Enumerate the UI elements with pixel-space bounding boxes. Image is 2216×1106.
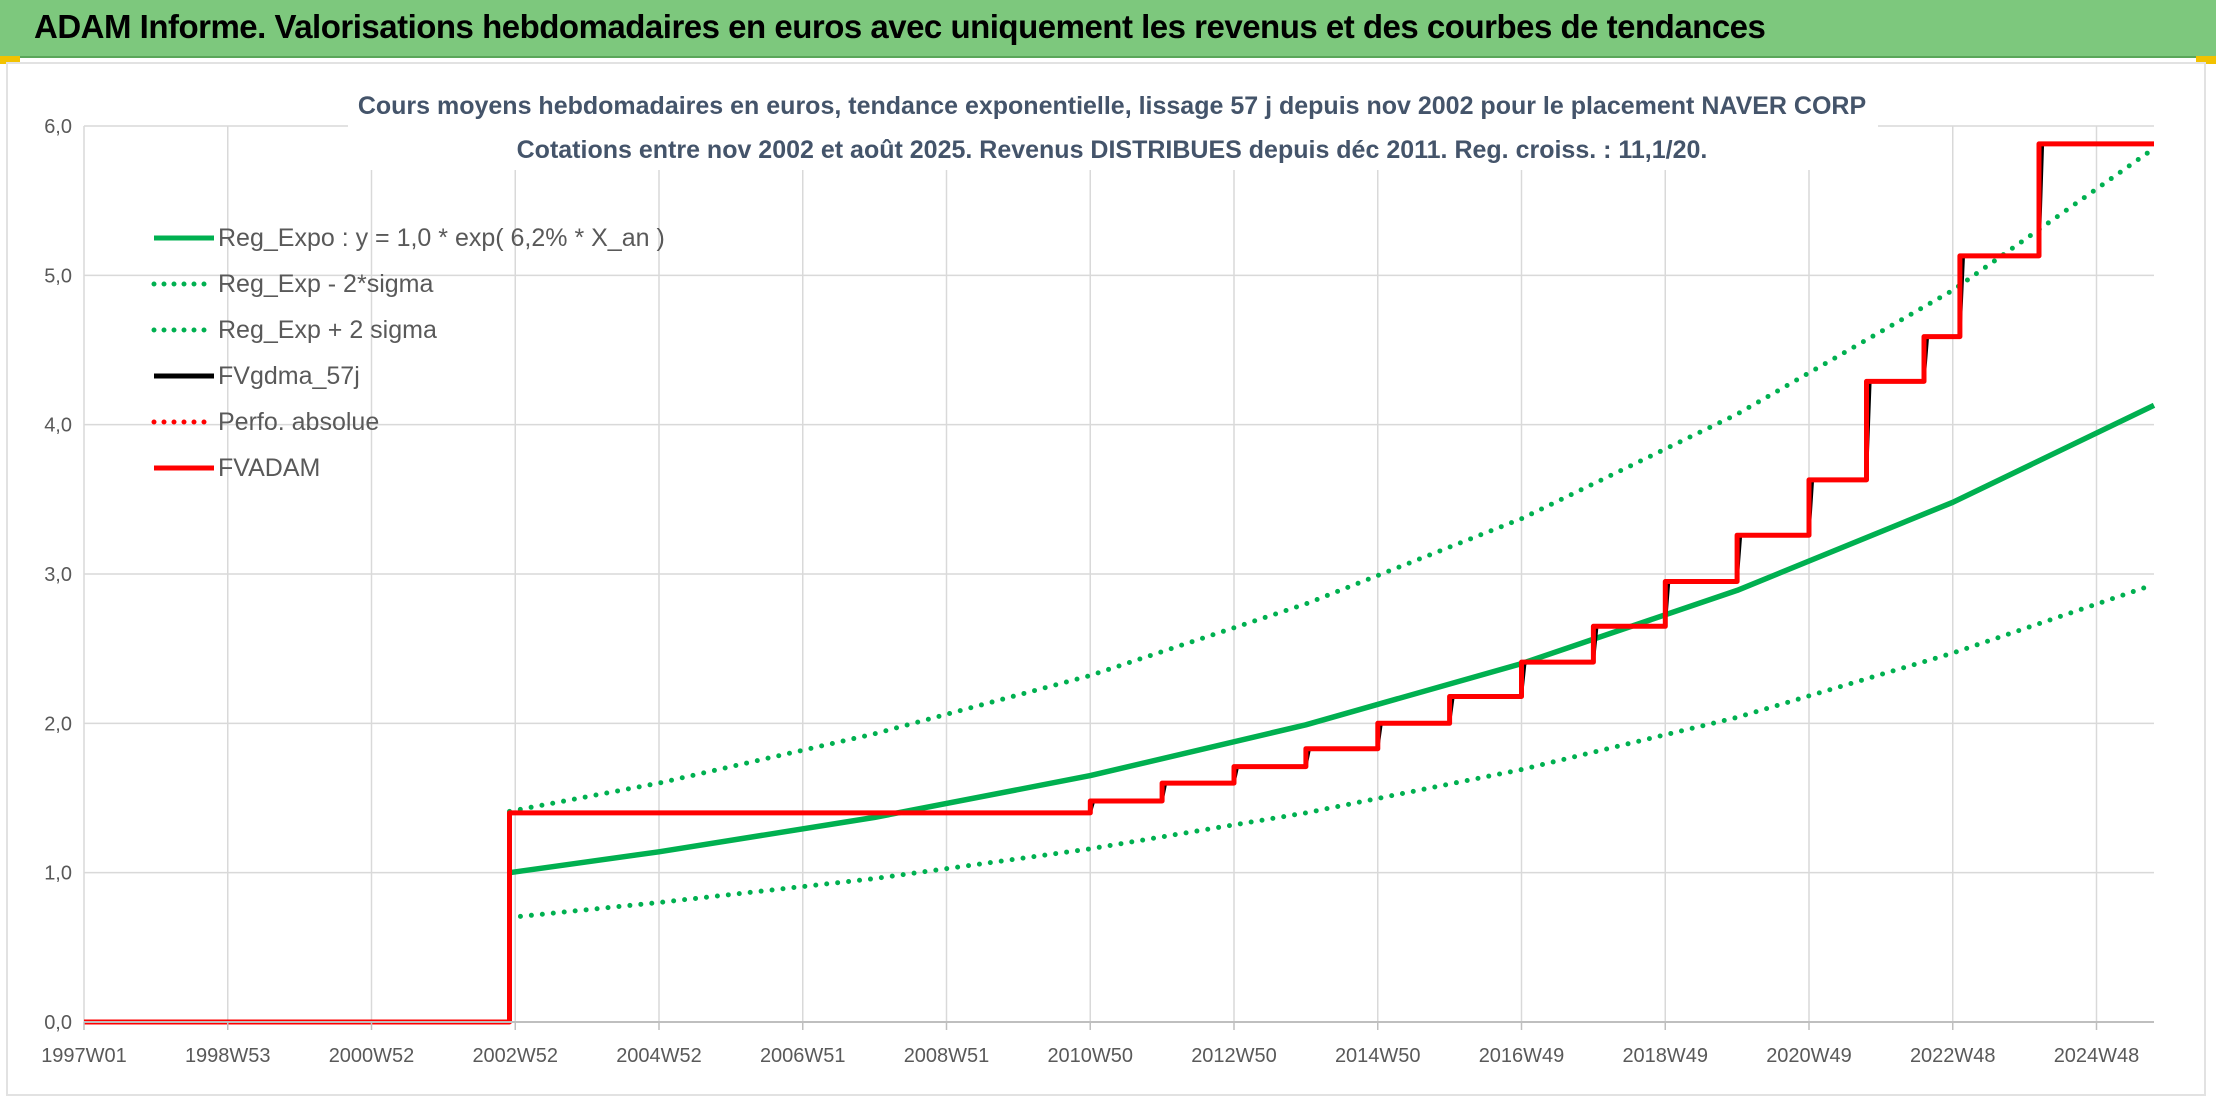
chart-title: Cours moyens hebdomadaires en euros, ten… xyxy=(358,92,1866,120)
report-banner: ADAM Informe. Valorisations hebdomadaire… xyxy=(0,0,2216,58)
chart-subtitle: Cotations entre nov 2002 et août 2025. R… xyxy=(517,136,1708,164)
x-tick-label: 2022W48 xyxy=(1910,1045,1996,1067)
y-tick-label: 2,0 xyxy=(44,713,72,735)
x-tick-label: 2000W52 xyxy=(329,1045,415,1067)
legend-label-3: FVgdma_57j xyxy=(218,362,360,390)
y-tick-label: 5,0 xyxy=(44,265,72,287)
x-tick-label: 1997W01 xyxy=(41,1045,127,1067)
corner-mark-left xyxy=(0,56,20,64)
legend-label-5: FVADAM xyxy=(218,454,320,482)
x-tick-label: 2002W52 xyxy=(472,1045,558,1067)
banner-title: ADAM Informe. Valorisations hebdomadaire… xyxy=(34,8,1766,45)
x-tick-label: 2020W49 xyxy=(1766,1045,1852,1067)
x-tick-label: 2006W51 xyxy=(760,1045,846,1067)
x-tick-label: 2024W48 xyxy=(2054,1045,2140,1067)
corner-mark-right xyxy=(2196,56,2216,64)
legend-label-0: Reg_Expo : y = 1,0 * exp( 6,2% * X_an ) xyxy=(218,224,665,252)
series-line-3 xyxy=(509,142,2154,815)
x-tick-label: 1998W53 xyxy=(185,1045,271,1067)
x-tick-label: 2012W50 xyxy=(1191,1045,1277,1067)
y-tick-label: 0,0 xyxy=(44,1012,72,1034)
x-tick-label: 2004W52 xyxy=(616,1045,702,1067)
legend-label-2: Reg_Exp + 2 sigma xyxy=(218,316,437,344)
series-line-2 xyxy=(507,145,2157,814)
y-tick-label: 3,0 xyxy=(44,564,72,586)
legend: Reg_Expo : y = 1,0 * exp( 6,2% * X_an ) R… xyxy=(151,224,665,482)
chart-frame: 0,0 1,0 2,0 3,0 4,0 5,0 6,0 1997W01 1998W53 2000W… xyxy=(6,62,2206,1096)
y-tick-label: 1,0 xyxy=(44,863,72,885)
axis-layer: 0,0 1,0 2,0 3,0 4,0 5,0 6,0 1997W01 1998W53 2000W… xyxy=(41,116,2154,1067)
x-tick-label: 2016W49 xyxy=(1479,1045,1565,1067)
grid-layer xyxy=(83,86,2154,1023)
series-line-0 xyxy=(509,402,2156,876)
series-line-5 xyxy=(84,141,2154,1025)
y-tick-label: 4,0 xyxy=(44,415,72,437)
x-tick-label: 2018W49 xyxy=(1622,1045,1708,1067)
legend-label-4: Perfo. absolue xyxy=(218,408,379,436)
line-chart: 0,0 1,0 2,0 3,0 4,0 5,0 6,0 1997W01 1998W53 2000W… xyxy=(41,86,2157,1067)
x-tick-label: 2010W50 xyxy=(1047,1045,1133,1067)
legend-label-1: Reg_Exp - 2*sigma xyxy=(218,270,433,298)
series-line-1 xyxy=(507,582,2157,920)
y-tick-label: 6,0 xyxy=(44,116,72,138)
title-backing xyxy=(348,86,1878,170)
x-tick-label: 2008W51 xyxy=(904,1045,990,1067)
x-tick-label: 2014W50 xyxy=(1335,1045,1421,1067)
series-layer xyxy=(84,141,2157,1025)
